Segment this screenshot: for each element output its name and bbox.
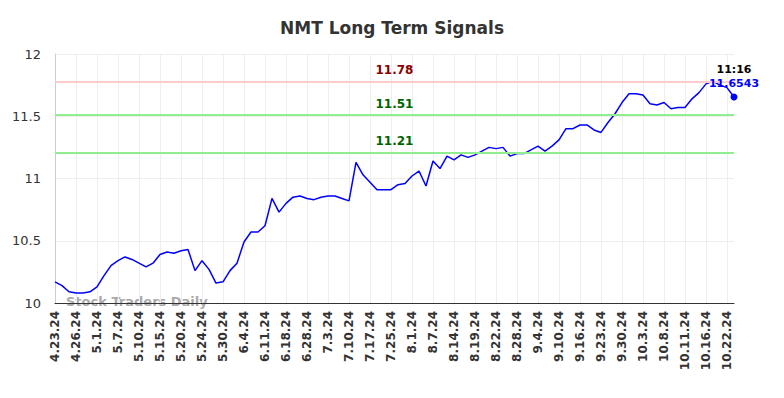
svg-text:7.10.24: 7.10.24 [342,311,356,362]
svg-text:8.14.24: 8.14.24 [447,311,461,362]
svg-text:5.15.24: 5.15.24 [153,311,167,362]
svg-text:10.5: 10.5 [12,233,41,248]
svg-text:5.10.24: 5.10.24 [132,311,146,362]
svg-text:8.22.24: 8.22.24 [489,311,503,362]
svg-text:8.1.24: 8.1.24 [405,311,419,354]
svg-text:NMT Long Term Signals: NMT Long Term Signals [280,18,504,38]
svg-text:11.51: 11.51 [376,97,414,111]
svg-text:8.19.24: 8.19.24 [468,311,482,362]
svg-text:6.28.24: 6.28.24 [300,311,314,362]
svg-text:5.24.24: 5.24.24 [195,311,209,362]
svg-text:7.3.24: 7.3.24 [321,311,335,354]
svg-text:4.26.24: 4.26.24 [69,311,83,362]
svg-text:11:16: 11:16 [716,63,751,76]
svg-text:8.7.24: 8.7.24 [426,311,440,354]
svg-text:10.8.24: 10.8.24 [657,311,671,362]
svg-text:9.10.24: 9.10.24 [552,311,566,362]
svg-text:11.5: 11.5 [12,109,41,124]
svg-text:6.4.24: 6.4.24 [237,311,251,354]
svg-text:9.30.24: 9.30.24 [615,311,629,362]
svg-text:11.6543: 11.6543 [709,77,759,90]
svg-text:10.11.24: 10.11.24 [678,311,692,370]
svg-text:6.18.24: 6.18.24 [279,311,293,362]
svg-text:5.7.24: 5.7.24 [111,311,125,354]
svg-text:5.30.24: 5.30.24 [216,311,230,362]
svg-text:9.4.24: 9.4.24 [531,311,545,354]
svg-text:7.17.24: 7.17.24 [363,311,377,362]
svg-text:5.20.24: 5.20.24 [174,311,188,362]
svg-text:10.22.24: 10.22.24 [720,311,734,370]
svg-text:10: 10 [24,296,41,311]
svg-text:10.3.24: 10.3.24 [636,311,650,362]
svg-text:Stock Traders Daily: Stock Traders Daily [66,294,208,309]
svg-text:5.1.24: 5.1.24 [90,311,104,354]
svg-text:12: 12 [24,47,41,62]
svg-text:11.78: 11.78 [376,63,414,77]
svg-text:11: 11 [24,171,41,186]
svg-text:8.28.24: 8.28.24 [510,311,524,362]
svg-text:9.23.24: 9.23.24 [594,311,608,362]
svg-text:7.25.24: 7.25.24 [384,311,398,362]
svg-text:10.16.24: 10.16.24 [699,311,713,370]
svg-text:6.11.24: 6.11.24 [258,311,272,362]
svg-text:11.21: 11.21 [376,134,414,148]
svg-text:4.23.24: 4.23.24 [48,311,62,362]
svg-text:9.16.24: 9.16.24 [573,311,587,362]
